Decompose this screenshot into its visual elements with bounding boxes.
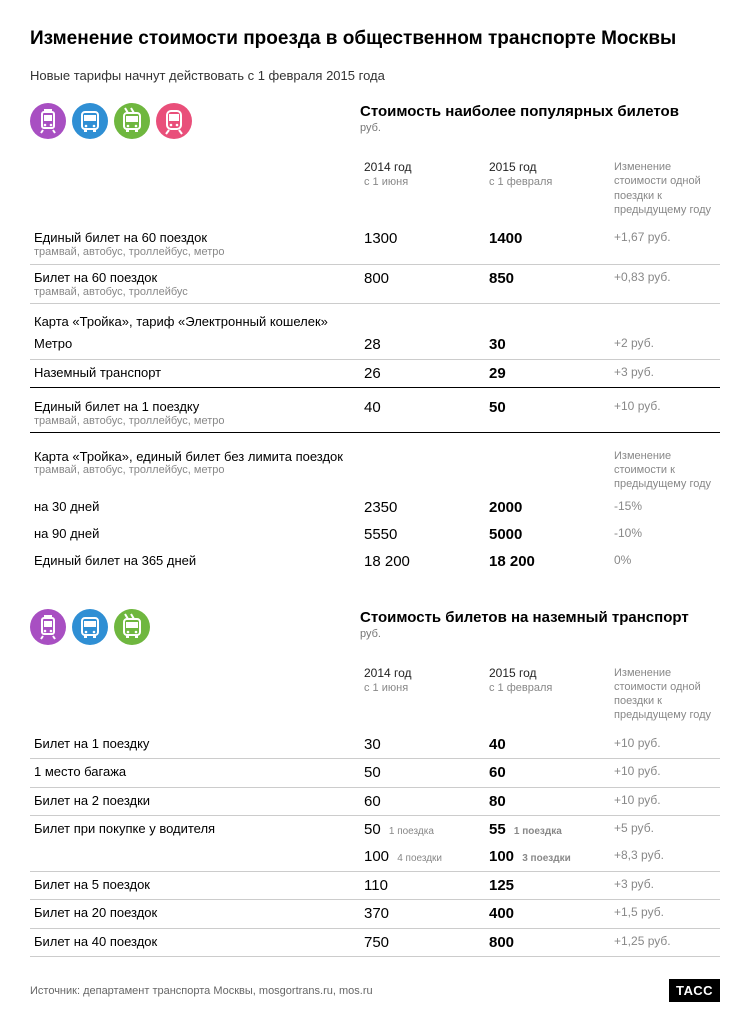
- unlim-header: Карта «Тройка», единый билет без лимита …: [30, 439, 720, 494]
- table-row: Единый билет на 60 поездоктрамвай, автоб…: [30, 225, 720, 263]
- metro-icon: [156, 103, 192, 139]
- section2-title: Стоимость билетов на наземный транспорт: [360, 609, 689, 626]
- section1-header: Стоимость наиболее популярных билетов ру…: [30, 103, 720, 145]
- table-row: Единый билет на 365 дней 18 200 18 200 0…: [30, 548, 720, 575]
- section1-table: 2014 годс 1 июня 2015 годс 1 февраля Изм…: [30, 155, 720, 575]
- icon-row-ground: [30, 609, 360, 645]
- col-2015: 2015 годс 1 февраля: [485, 661, 610, 731]
- table-row: Билет на 2 поездки 60 80 +10 руб.: [30, 787, 720, 815]
- table-row: Единый билет на 1 поездкутрамвай, автобу…: [30, 394, 720, 432]
- col-change: Изменение стоимости одной поездки к пред…: [610, 155, 720, 225]
- col-change: Изменение стоимости одной поездки к пред…: [610, 661, 720, 731]
- tram-icon: [30, 103, 66, 139]
- trolley-icon: [114, 609, 150, 645]
- section2-header: Стоимость билетов на наземный транспорт …: [30, 609, 720, 651]
- section1-unit: руб.: [360, 122, 679, 134]
- col-2015: 2015 годс 1 февраля: [485, 155, 610, 225]
- section1-title: Стоимость наиболее популярных билетов: [360, 103, 679, 120]
- table-row: Билет на 1 поездку 30 40 +10 руб.: [30, 731, 720, 758]
- table-row: 1 место багажа 50 60 +10 руб.: [30, 759, 720, 787]
- bus-icon: [72, 609, 108, 645]
- table-row: Билет на 40 поездок 750 800 +1,25 руб.: [30, 928, 720, 956]
- section2-table: 2014 годс 1 июня 2015 годс 1 февраля Изм…: [30, 661, 720, 958]
- page-title: Изменение стоимости проезда в общественн…: [30, 28, 720, 50]
- icon-row-all: [30, 103, 360, 139]
- table-row: Билет на 5 поездок 110 125 +3 руб.: [30, 871, 720, 899]
- table-row: Билет на 60 поездоктрамвай, автобус, тро…: [30, 264, 720, 303]
- col-2014: 2014 годс 1 июня: [360, 661, 485, 731]
- tram-icon: [30, 609, 66, 645]
- section2-unit: руб.: [360, 628, 689, 640]
- source-text: Источник: департамент транспорта Москвы,…: [30, 985, 373, 997]
- table-row: на 90 дней 5550 5000 -10%: [30, 521, 720, 548]
- table-row: Билет на 20 поездок 370 400 +1,5 руб.: [30, 900, 720, 928]
- table-row: Билет при покупке у водителя 50 1 поездк…: [30, 816, 720, 844]
- troika-header: Карта «Тройка», тариф «Электронный кошел…: [30, 304, 720, 332]
- bus-icon: [72, 103, 108, 139]
- table-row: Наземный транспорт 26 29 +3 руб.: [30, 359, 720, 387]
- col-2014: 2014 годс 1 июня: [360, 155, 485, 225]
- trolley-icon: [114, 103, 150, 139]
- table-row: на 30 дней 2350 2000 -15%: [30, 494, 720, 521]
- subtitle: Новые тарифы начнут действовать с 1 февр…: [30, 68, 720, 83]
- table-row: Метро 28 30 +2 руб.: [30, 331, 720, 358]
- tass-logo: ТАСС: [669, 979, 720, 1002]
